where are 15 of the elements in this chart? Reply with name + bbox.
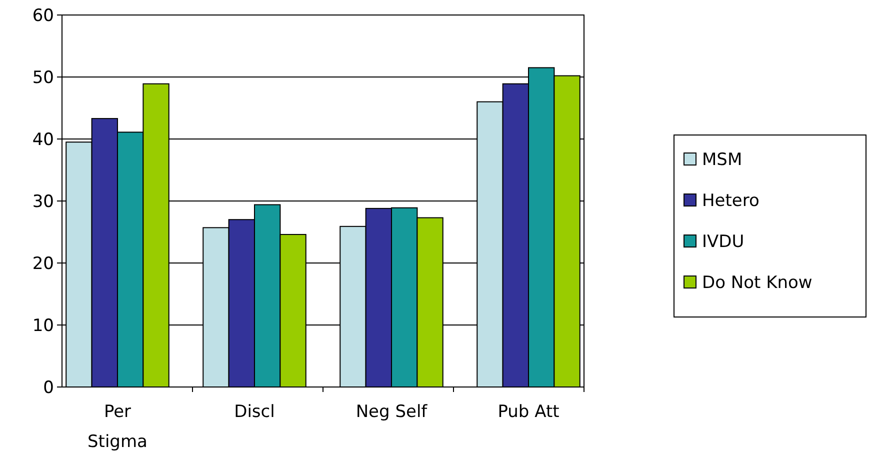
y-tick-label: 50 <box>32 68 54 88</box>
x-tick-label: Per Stigma <box>88 402 148 452</box>
y-tick-label: 30 <box>32 192 54 212</box>
legend-label: MSM <box>702 150 742 170</box>
y-tick-label: 60 <box>32 6 54 26</box>
legend-label: Do Not Know <box>702 272 812 293</box>
y-tick-label: 0 <box>43 378 54 398</box>
x-tick-label: Discl <box>234 402 275 422</box>
x-tick-label: Neg Self <box>356 402 428 422</box>
legend-label: Hetero <box>702 190 760 211</box>
y-tick-label: 40 <box>32 130 54 150</box>
legend-label: IVDU <box>702 232 744 252</box>
x-tick-label: Pub Att <box>498 402 560 422</box>
y-tick-label: 20 <box>32 254 54 274</box>
y-tick-label: 10 <box>32 316 54 336</box>
